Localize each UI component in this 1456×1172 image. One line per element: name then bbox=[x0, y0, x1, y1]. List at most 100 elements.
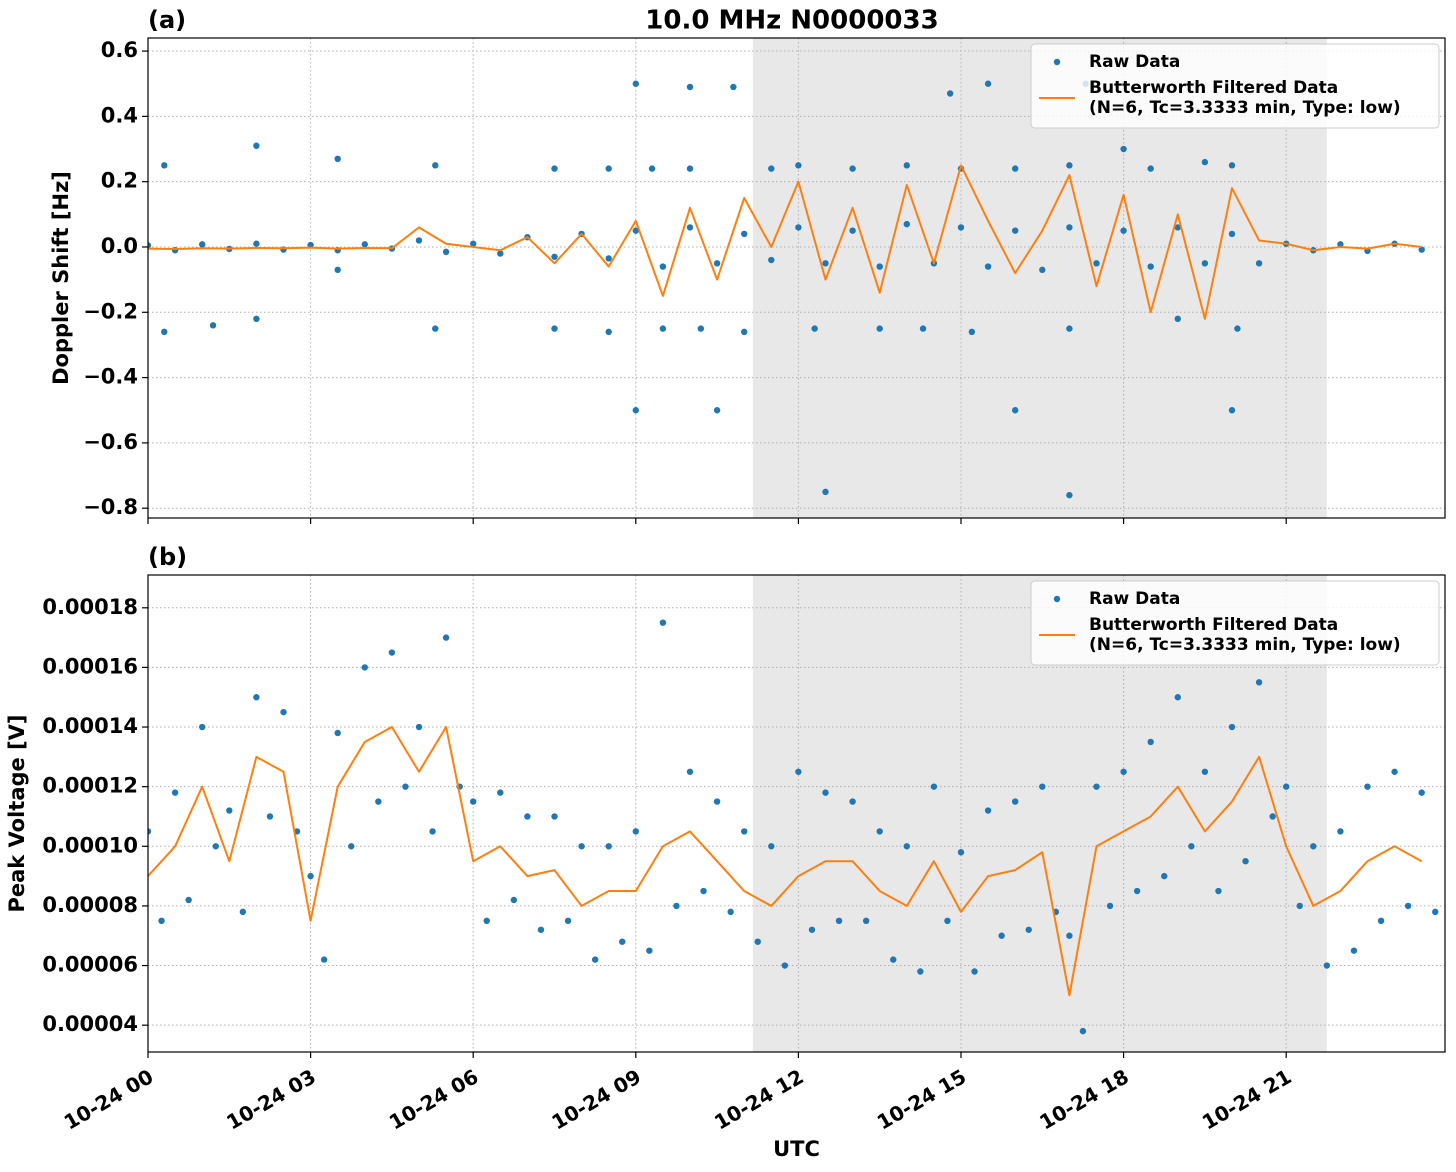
y-tick-label: 0.00016 bbox=[42, 654, 138, 678]
raw-point bbox=[1174, 694, 1181, 701]
raw-point bbox=[307, 241, 314, 249]
x-tick-label: 10-24 12 bbox=[710, 1064, 808, 1134]
x-tick-label: 10-24 03 bbox=[222, 1064, 320, 1134]
raw-point bbox=[1188, 843, 1195, 850]
raw-point bbox=[1011, 407, 1019, 414]
raw-point bbox=[1296, 902, 1303, 910]
raw-point bbox=[1242, 858, 1249, 865]
raw-point bbox=[510, 896, 518, 904]
raw-point bbox=[632, 828, 639, 835]
raw-point bbox=[185, 896, 192, 904]
raw-point bbox=[849, 165, 856, 172]
raw-point bbox=[876, 263, 883, 270]
raw-point bbox=[944, 917, 951, 925]
raw-point bbox=[605, 165, 612, 172]
raw-point bbox=[253, 240, 260, 247]
raw-point bbox=[1350, 947, 1358, 954]
raw-point bbox=[876, 828, 883, 835]
raw-point bbox=[903, 220, 910, 228]
raw-point bbox=[1418, 246, 1425, 253]
panel-label: (b) bbox=[148, 543, 187, 571]
raw-point bbox=[740, 328, 748, 336]
raw-point bbox=[686, 224, 694, 231]
legend-marker bbox=[1053, 58, 1061, 66]
raw-point bbox=[253, 694, 260, 701]
raw-point bbox=[591, 956, 599, 963]
raw-point bbox=[1120, 145, 1127, 153]
raw-point bbox=[754, 938, 761, 945]
raw-point bbox=[564, 917, 572, 925]
raw-point bbox=[158, 917, 165, 925]
raw-point bbox=[388, 649, 396, 656]
raw-point bbox=[348, 843, 355, 850]
chart-title: 10.0 MHz N0000033 bbox=[645, 6, 938, 36]
raw-point bbox=[1011, 165, 1019, 172]
raw-point bbox=[822, 789, 829, 796]
raw-point bbox=[1282, 783, 1290, 790]
raw-point bbox=[768, 843, 775, 850]
y-axis-label: Peak Voltage [V] bbox=[5, 714, 29, 912]
raw-point bbox=[835, 917, 843, 925]
raw-point bbox=[1174, 315, 1181, 323]
x-tick-label: 10-24 00 bbox=[60, 1064, 158, 1134]
raw-point bbox=[266, 813, 274, 820]
raw-point bbox=[957, 224, 965, 231]
raw-point bbox=[781, 962, 789, 969]
raw-point bbox=[1066, 325, 1073, 332]
raw-point bbox=[320, 956, 328, 963]
raw-point bbox=[822, 488, 829, 496]
raw-point bbox=[1120, 227, 1127, 234]
legend-label: Butterworth Filtered Data (N=6, Tc=3.3333… bbox=[1089, 78, 1401, 118]
raw-point bbox=[808, 926, 816, 933]
raw-point bbox=[740, 828, 748, 835]
raw-point bbox=[148, 242, 152, 249]
raw-point bbox=[659, 263, 667, 270]
raw-point bbox=[1201, 260, 1209, 267]
raw-point bbox=[1066, 491, 1073, 499]
raw-point bbox=[605, 843, 612, 850]
raw-point bbox=[239, 908, 247, 916]
raw-point bbox=[917, 968, 924, 975]
y-tick-label: −0.8 bbox=[83, 495, 138, 519]
raw-point bbox=[1228, 230, 1236, 238]
raw-point bbox=[930, 783, 938, 790]
raw-point bbox=[700, 887, 707, 895]
y-tick-label: 0.00010 bbox=[42, 833, 138, 857]
raw-point bbox=[253, 315, 260, 323]
raw-point bbox=[1147, 738, 1154, 746]
raw-point bbox=[890, 956, 897, 963]
raw-point bbox=[646, 947, 653, 954]
legend-label: Raw Data bbox=[1089, 589, 1180, 609]
raw-point bbox=[686, 768, 694, 775]
raw-point bbox=[1093, 260, 1100, 267]
raw-point bbox=[768, 165, 775, 172]
y-tick-label: −0.2 bbox=[83, 299, 138, 323]
raw-point bbox=[619, 938, 626, 945]
raw-point bbox=[686, 83, 694, 91]
raw-point bbox=[1255, 260, 1263, 267]
raw-point bbox=[984, 80, 992, 87]
raw-point bbox=[551, 813, 558, 820]
legend-box bbox=[1030, 580, 1440, 666]
raw-point bbox=[740, 230, 748, 238]
legend-label: Butterworth Filtered Data (N=6, Tc=3.3333… bbox=[1089, 615, 1401, 655]
raw-point bbox=[876, 325, 883, 332]
raw-point bbox=[713, 798, 721, 805]
raw-point bbox=[209, 322, 217, 329]
x-axis-label: UTC bbox=[773, 1137, 820, 1161]
raw-point bbox=[334, 266, 341, 274]
y-tick-label: 0.2 bbox=[101, 169, 138, 193]
raw-point bbox=[648, 165, 656, 172]
raw-point bbox=[768, 256, 775, 264]
y-tick-label: 0.00018 bbox=[42, 595, 138, 619]
raw-point bbox=[1011, 227, 1019, 234]
y-tick-label: 0.0 bbox=[101, 234, 138, 258]
raw-point bbox=[415, 723, 423, 731]
y-tick-label: 0.00008 bbox=[42, 893, 138, 917]
raw-point bbox=[1228, 407, 1236, 414]
raw-point bbox=[1337, 828, 1344, 835]
raw-point bbox=[1337, 241, 1344, 248]
raw-point bbox=[971, 968, 978, 975]
raw-point bbox=[1066, 162, 1073, 169]
raw-point bbox=[551, 165, 558, 172]
